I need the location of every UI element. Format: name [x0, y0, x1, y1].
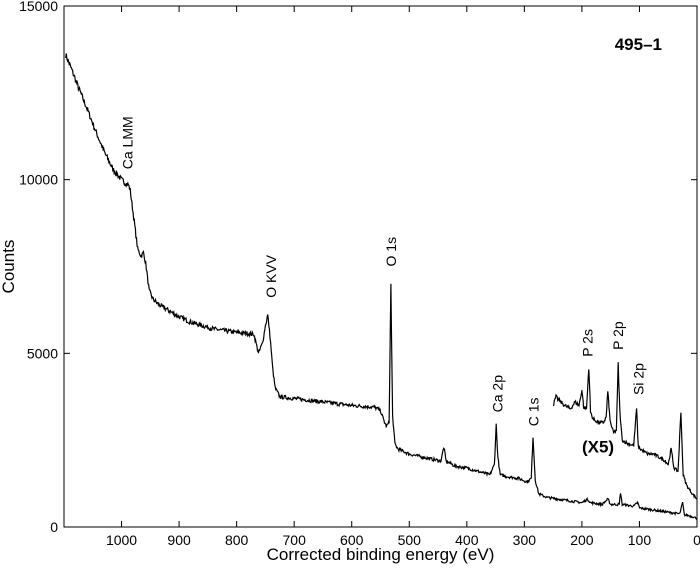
- x-tick-label: 800: [225, 532, 249, 548]
- y-tick-label: 0: [50, 519, 58, 535]
- y-tick-label: 15000: [19, 0, 58, 14]
- x-tick-label: 200: [570, 532, 594, 548]
- chart-title: 495–1: [615, 35, 662, 54]
- x-tick-label: 900: [167, 532, 191, 548]
- y-axis-ticks: 0 5000 10000 15000: [19, 0, 697, 535]
- peak-label: Si 2p: [630, 363, 646, 395]
- plot-frame: [63, 5, 698, 528]
- y-axis-label: Counts: [0, 240, 18, 294]
- x-tick-label: 600: [340, 532, 364, 548]
- spectrum-traces: [65, 53, 698, 520]
- spectrum-line-1: [65, 53, 698, 520]
- x-tick-label: 100: [628, 532, 652, 548]
- peak-label: Ca 2p: [489, 375, 505, 413]
- x-tick-label: 700: [283, 532, 307, 548]
- y-tick-label: 5000: [27, 345, 58, 361]
- x-axis-ticks: 1000 900 800 700 600 500 400 300 200 100 0: [106, 6, 700, 548]
- x-tick-label: 300: [513, 532, 537, 548]
- peak-label: P 2s: [580, 329, 596, 357]
- x-tick-label: 400: [455, 532, 479, 548]
- peak-label: Ca LMM: [119, 116, 135, 169]
- x-axis-label: Corrected binding energy (eV): [267, 545, 495, 564]
- x-tick-label: 1000: [106, 532, 137, 548]
- peak-label: C 1s: [526, 397, 542, 426]
- peak-label: O KVV: [263, 254, 279, 297]
- x-tick-label: 0: [693, 532, 700, 548]
- peak-label: (X5): [582, 437, 614, 456]
- peak-label: O 1s: [383, 237, 399, 267]
- peak-label: P 2p: [610, 321, 626, 350]
- y-tick-label: 10000: [19, 172, 58, 188]
- spectrum-line-2: [552, 362, 698, 500]
- x-tick-label: 500: [398, 532, 422, 548]
